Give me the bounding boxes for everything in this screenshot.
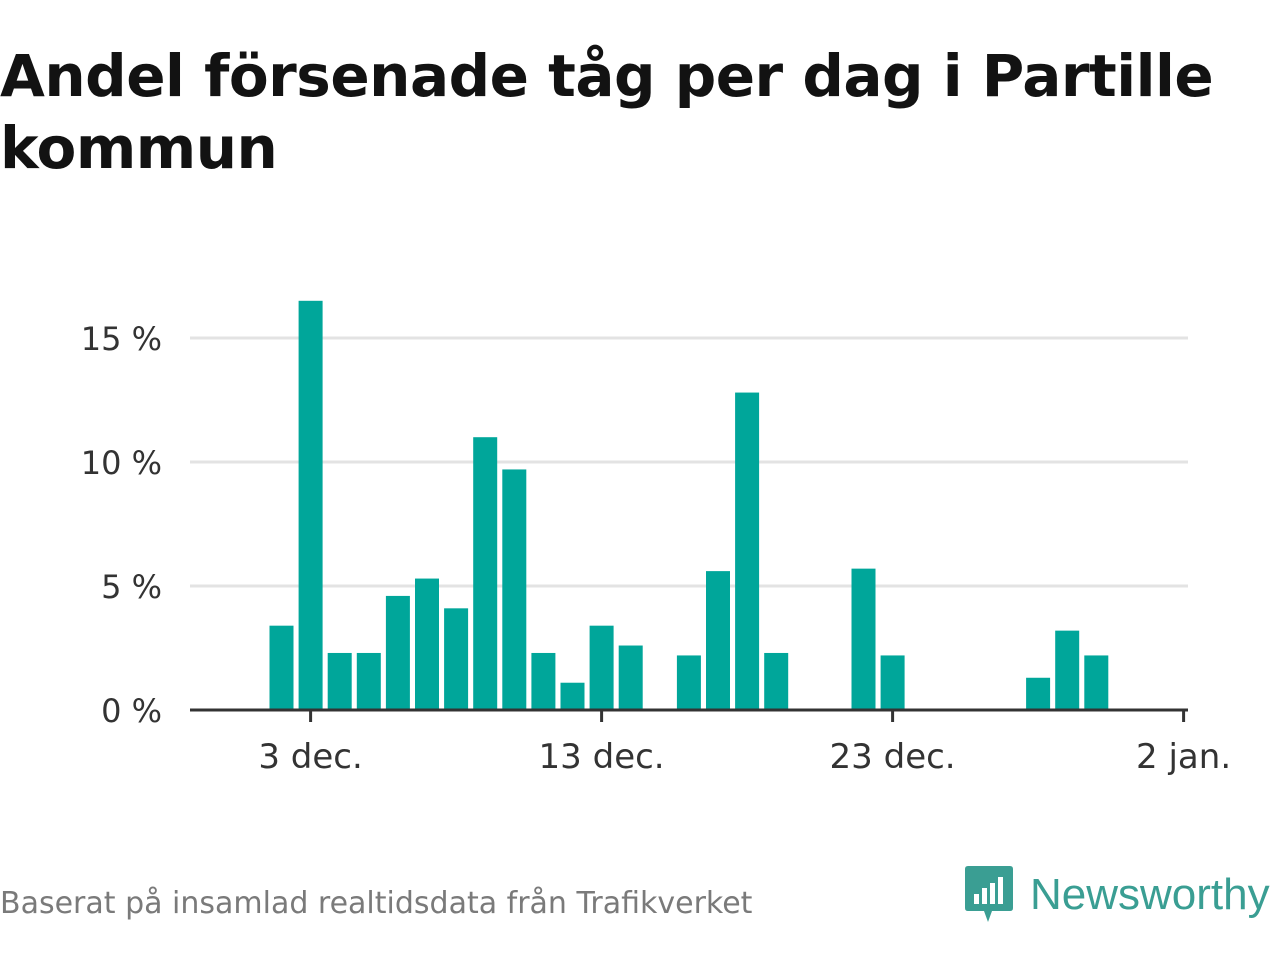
bar bbox=[298, 300, 323, 710]
bar bbox=[1084, 655, 1109, 710]
bar bbox=[531, 652, 556, 710]
bar bbox=[676, 655, 701, 710]
bar bbox=[327, 652, 352, 710]
x-tick-label: 13 dec. bbox=[539, 737, 665, 777]
source-note: Baserat på insamlad realtidsdata från Tr… bbox=[0, 886, 753, 921]
y-tick-label: 5 % bbox=[101, 568, 162, 606]
chart-title: Andel försenade tåg per dag i Partille k… bbox=[0, 42, 1214, 182]
grid-lines bbox=[190, 336, 1188, 588]
bar bbox=[385, 595, 410, 710]
bar bbox=[880, 655, 905, 710]
y-tick-label: 10 % bbox=[81, 444, 162, 482]
bar bbox=[560, 682, 585, 710]
bar bbox=[735, 392, 760, 710]
bar bbox=[851, 568, 876, 710]
newsworthy-chat-bars-icon bbox=[965, 866, 1013, 922]
bar bbox=[356, 652, 381, 710]
x-tick-labels: 3 dec. 13 dec. 23 dec. 2 jan. bbox=[258, 710, 1231, 777]
bar bbox=[1026, 677, 1051, 710]
y-tick-label: 15 % bbox=[81, 320, 162, 358]
y-tick-labels: 0 % 5 % 10 % 15 % bbox=[81, 320, 162, 730]
brand-name: Newsworthy bbox=[1030, 870, 1270, 919]
bar bbox=[618, 645, 643, 710]
bar bbox=[1055, 630, 1080, 710]
bar bbox=[473, 437, 498, 710]
bar bbox=[502, 469, 527, 710]
bar bbox=[706, 571, 730, 710]
x-tick-label: 3 dec. bbox=[258, 737, 362, 777]
x-tick-label: 2 jan. bbox=[1136, 737, 1231, 777]
x-tick-label: 23 dec. bbox=[830, 737, 956, 777]
bars bbox=[269, 300, 1109, 710]
bar bbox=[269, 625, 294, 710]
bar bbox=[444, 608, 469, 710]
bar bbox=[764, 652, 789, 710]
y-tick-label: 0 % bbox=[101, 692, 162, 730]
bar bbox=[589, 625, 614, 710]
newsworthy-logo: Newsworthy bbox=[964, 864, 1270, 926]
bar bbox=[415, 578, 439, 710]
